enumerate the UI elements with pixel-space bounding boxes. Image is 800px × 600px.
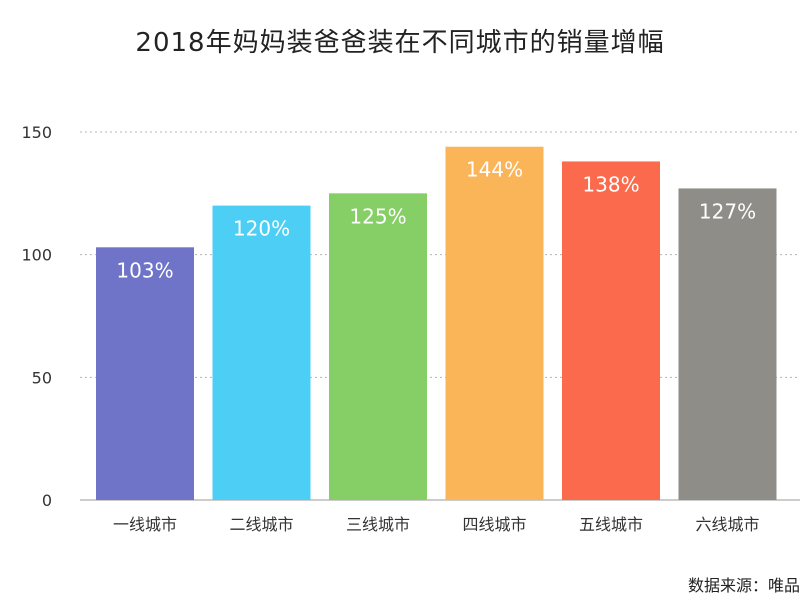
x-tick-label: 一线城市 — [113, 515, 177, 534]
x-tick-label: 二线城市 — [229, 515, 293, 534]
y-tick-label: 100 — [21, 246, 52, 265]
y-tick-label: 0 — [42, 491, 52, 510]
y-tick-label: 50 — [32, 368, 52, 387]
chart-title: 2018年妈妈装爸爸装在不同城市的销量增幅 — [135, 28, 665, 58]
bar — [678, 188, 777, 500]
x-tick-label: 三线城市 — [346, 515, 410, 534]
data-label: 144% — [466, 158, 523, 182]
bar — [212, 205, 311, 500]
x-tick-label: 四线城市 — [462, 515, 526, 534]
data-label: 103% — [116, 258, 173, 282]
data-label: 120% — [233, 217, 290, 241]
source-note: 数据来源：唯品 — [687, 576, 800, 595]
x-tick-label: 六线城市 — [695, 515, 759, 534]
y-tick-label: 150 — [21, 123, 52, 142]
data-label: 125% — [349, 204, 406, 228]
bar — [445, 146, 544, 500]
bar — [329, 193, 427, 501]
data-label: 127% — [699, 199, 756, 223]
data-label: 138% — [582, 172, 639, 196]
bar — [96, 247, 194, 500]
x-tick-label: 五线城市 — [579, 515, 643, 534]
bar — [562, 161, 660, 500]
